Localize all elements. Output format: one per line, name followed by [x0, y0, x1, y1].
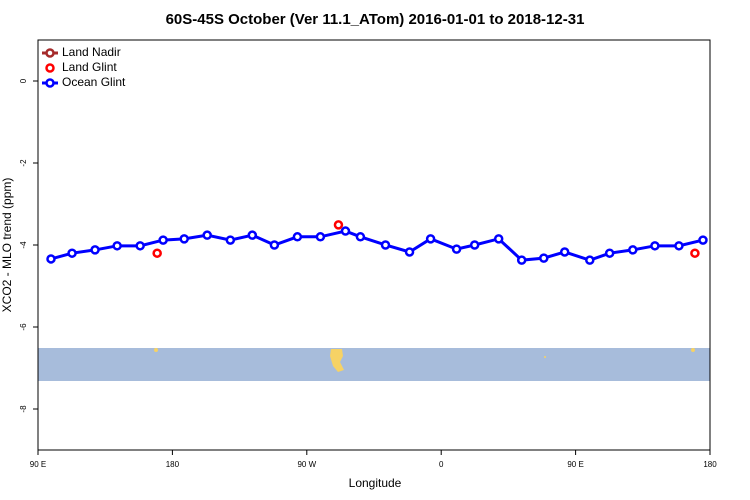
legend-label: Ocean Glint	[62, 75, 126, 89]
point	[67, 248, 77, 258]
legend-marker	[45, 78, 55, 88]
point	[225, 235, 236, 245]
point	[539, 253, 549, 263]
map-land	[154, 348, 695, 372]
y-tick-label: -8	[19, 405, 28, 413]
x-axis-label: Longitude	[349, 476, 402, 490]
y-axis-label: XCO2 - MLO trend (ppm)	[0, 178, 14, 313]
point	[315, 232, 326, 242]
point	[135, 241, 145, 251]
point	[604, 248, 615, 258]
point	[152, 248, 162, 258]
x-tick-label: 180	[703, 460, 717, 469]
point	[650, 241, 660, 251]
legend-label: Land Nadir	[62, 45, 121, 59]
point	[355, 232, 366, 242]
chart-title: 60S-45S October (Ver 11.1_ATom) 2016-01-…	[166, 11, 585, 28]
point	[179, 234, 189, 244]
point	[90, 245, 100, 255]
legend-marker	[45, 48, 55, 58]
point	[674, 241, 684, 251]
point	[559, 247, 570, 257]
point	[493, 234, 504, 244]
point	[158, 235, 168, 245]
point	[628, 245, 638, 255]
point	[690, 248, 700, 258]
y-tick-label: -2	[19, 159, 28, 167]
legend-marker	[45, 63, 55, 73]
point	[404, 247, 415, 257]
point	[247, 230, 258, 240]
x-tick-label: 90 E	[567, 460, 583, 469]
point	[585, 255, 595, 265]
point	[340, 226, 351, 236]
legend-label: Land Glint	[62, 60, 117, 74]
series-line	[50, 229, 704, 262]
point	[425, 234, 436, 244]
x-tick-label: 90 W	[297, 460, 316, 469]
x-tick-label: 180	[166, 460, 180, 469]
point	[469, 240, 480, 250]
point	[698, 235, 708, 245]
point	[451, 244, 462, 254]
y-tick-label: -4	[19, 241, 28, 249]
x-tick-label: 0	[439, 460, 444, 469]
map-ocean	[38, 348, 710, 381]
y-tick-label: 0	[19, 78, 28, 83]
point	[202, 230, 212, 240]
point	[292, 232, 303, 242]
point	[380, 240, 391, 250]
point	[516, 255, 527, 265]
point	[46, 254, 56, 264]
x-tick-label: 90 E	[30, 460, 46, 469]
point	[269, 240, 280, 250]
point	[333, 220, 344, 230]
point	[112, 241, 122, 251]
y-tick-label: -6	[19, 323, 28, 331]
